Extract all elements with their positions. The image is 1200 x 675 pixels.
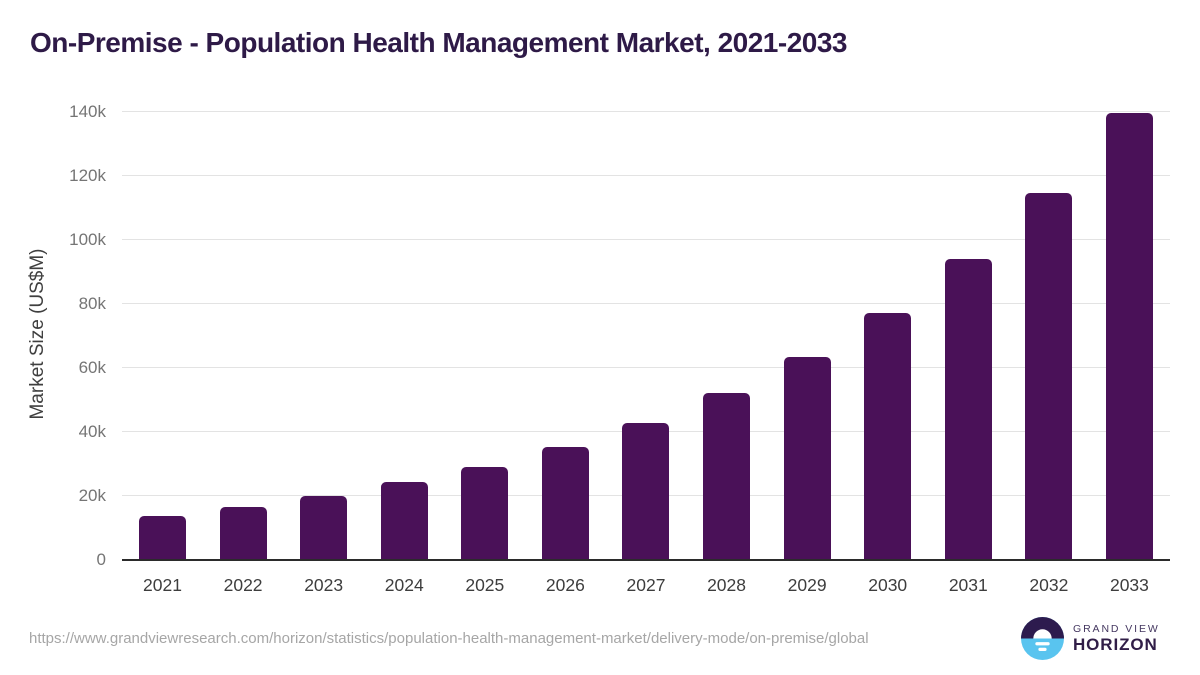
chart-title: On-Premise - Population Health Managemen… — [30, 27, 847, 58]
bar-2021 — [139, 516, 186, 559]
bar-2031 — [944, 259, 992, 559]
x-tick-label: 2031 — [948, 575, 988, 595]
y-tick-label: 0 — [96, 550, 106, 569]
bar-2027 — [622, 423, 670, 559]
x-tick-label: 2030 — [868, 575, 908, 595]
y-axis-ticks: 0 20k 40k 60k 80k 100k 120k 140k — [0, 103, 106, 568]
logo-text: GRAND VIEW HORIZON — [1073, 623, 1160, 654]
bar-2032 — [1025, 193, 1073, 559]
bar-2030 — [864, 313, 912, 559]
y-tick-label: 20k — [78, 486, 106, 505]
bar-2023 — [300, 496, 348, 559]
x-axis-ticks: 2021 2022 2023 2024 2025 2026 2027 2028 2029 2030… — [122, 567, 1170, 596]
x-tick-label: 2024 — [384, 575, 424, 595]
bar-series — [122, 111, 1170, 559]
x-tick-label: 2028 — [707, 575, 747, 595]
gridline — [122, 367, 1170, 368]
x-tick-label: 2027 — [626, 575, 666, 595]
gridline — [122, 303, 1170, 304]
x-tick-label: 2021 — [143, 575, 182, 595]
x-tick-label: 2023 — [304, 575, 344, 595]
logo-text-grand-view: GRAND VIEW — [1073, 623, 1160, 635]
gridline — [122, 111, 1170, 112]
x-tick-label: 2033 — [1109, 575, 1149, 595]
bar-2024 — [380, 482, 428, 559]
plot-area — [122, 111, 1170, 561]
logo-text-horizon: HORIZON — [1073, 635, 1158, 654]
source-url: https://www.grandviewresearch.com/horizo… — [29, 630, 869, 647]
x-tick-label: 2029 — [787, 575, 827, 595]
x-tick-label: 2026 — [545, 575, 585, 595]
y-tick-label: 80k — [78, 294, 106, 313]
x-tick-label: 2032 — [1029, 575, 1069, 595]
brand-logo: GRAND VIEW HORIZON — [1021, 617, 1160, 660]
y-tick-label: 100k — [69, 230, 106, 249]
x-tick-label: 2025 — [465, 575, 505, 595]
gridline — [122, 175, 1170, 176]
x-tick-label: 2022 — [223, 575, 263, 595]
bar-2026 — [541, 447, 589, 559]
grand-view-horizon-logo-icon — [1021, 617, 1064, 660]
y-tick-label: 60k — [78, 358, 106, 377]
y-tick-label: 120k — [69, 166, 106, 185]
bar-2022 — [219, 507, 267, 559]
bar-2029 — [783, 357, 831, 559]
bar-2025 — [461, 467, 509, 559]
y-tick-label: 40k — [78, 422, 106, 441]
bar-2033 — [1105, 113, 1153, 559]
y-tick-label: 140k — [69, 102, 106, 121]
gridline — [122, 239, 1170, 240]
bar-2028 — [703, 393, 751, 559]
